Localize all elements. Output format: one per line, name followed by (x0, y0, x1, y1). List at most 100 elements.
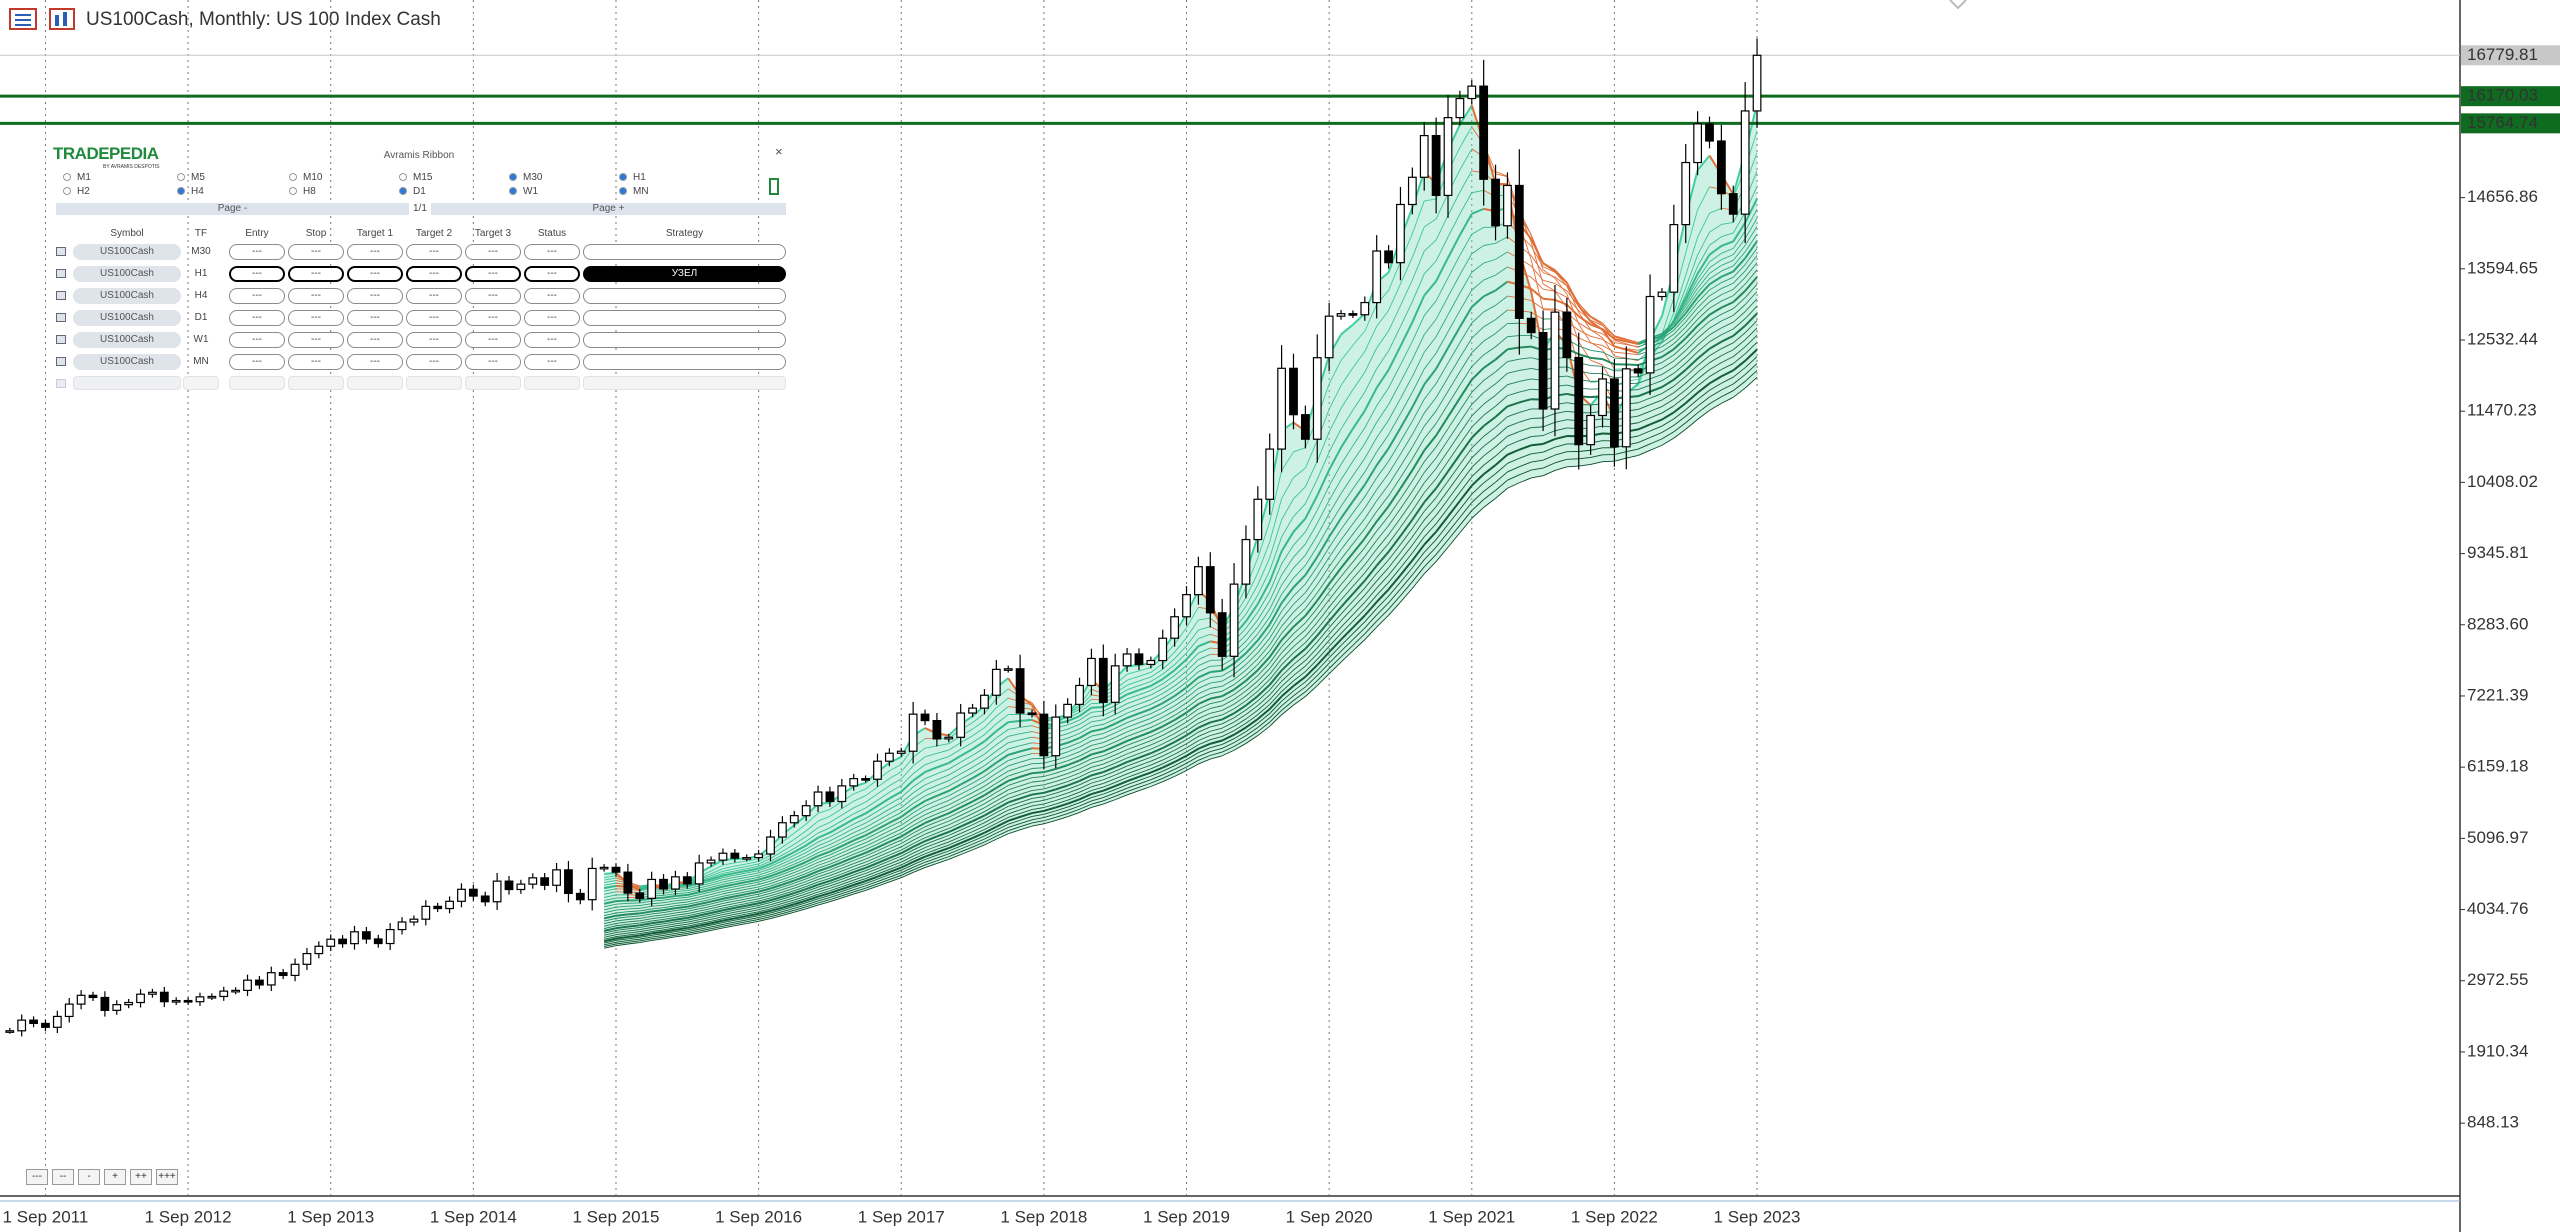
table-cell[interactable]: US100Cash (73, 288, 181, 304)
ribbon-line (1210, 695, 1223, 700)
ribbon-line (1269, 664, 1282, 680)
ribbon-line (687, 914, 700, 919)
ribbon-line (793, 860, 807, 868)
ribbon-line (1079, 758, 1092, 766)
page-next[interactable]: Page + (431, 203, 786, 215)
ribbon-line (853, 812, 867, 821)
radio[interactable] (399, 187, 407, 195)
ribbon-line (1008, 789, 1021, 795)
ribbon-line (1483, 346, 1496, 356)
row-icon[interactable] (56, 357, 66, 366)
ribbon-line (663, 912, 676, 916)
ribbon-line (1411, 200, 1425, 234)
scale-button[interactable]: +++ (156, 1169, 178, 1185)
chart-icon[interactable] (49, 8, 75, 30)
ribbon-line (758, 912, 771, 917)
ribbon-line (1281, 577, 1294, 595)
ribbon-line (1043, 764, 1056, 769)
ribbon-line (996, 798, 1009, 806)
radio[interactable] (619, 187, 627, 195)
ribbon-line (901, 855, 914, 863)
radio[interactable] (289, 187, 297, 195)
radio[interactable] (509, 173, 517, 181)
ribbon-line (1388, 588, 1401, 604)
scale-button[interactable]: -- (52, 1169, 74, 1185)
column-header: Target 2 (415, 228, 453, 239)
radio[interactable] (63, 187, 71, 195)
ribbon-line (1019, 768, 1033, 773)
ribbon-line (1400, 359, 1413, 383)
ribbon-line (960, 742, 973, 750)
row-icon[interactable] (56, 335, 66, 344)
ribbon-line (627, 922, 640, 925)
row-icon[interactable] (56, 269, 66, 278)
candle (159, 991, 169, 1003)
ribbon-line (687, 889, 700, 894)
ribbon-line (853, 861, 866, 867)
ribbon-line (758, 878, 771, 883)
ribbon-line (1744, 376, 1758, 389)
ribbon-line (1602, 338, 1615, 348)
ribbon-line (960, 772, 973, 780)
ribbon-line (1043, 813, 1056, 818)
scale-button[interactable]: + (104, 1169, 126, 1185)
page-prev[interactable]: Page - (56, 203, 409, 215)
candle (849, 778, 859, 787)
ribbon-line (1328, 661, 1342, 674)
ribbon-line (865, 810, 878, 819)
ribbon-line (627, 931, 640, 934)
row-icon[interactable] (56, 247, 66, 256)
table-cell[interactable]: US100Cash (73, 310, 181, 326)
ribbon-line (1079, 797, 1092, 804)
ribbon-line (1471, 414, 1484, 428)
ribbon-line (1400, 434, 1413, 455)
scale-button[interactable]: ++ (130, 1169, 152, 1185)
ribbon-line (615, 916, 628, 919)
table-cell[interactable]: US100Cash (73, 354, 181, 370)
close-button[interactable]: × (775, 144, 783, 159)
radio[interactable] (63, 173, 71, 181)
ribbon-line (1352, 608, 1366, 622)
ribbon-line (996, 789, 1009, 798)
ribbon-line (841, 866, 854, 872)
scale-button[interactable]: --- (26, 1169, 48, 1185)
ribbon-line (1388, 477, 1401, 497)
ribbon-line (841, 882, 854, 888)
radio[interactable] (177, 173, 185, 181)
ribbon-line (1257, 713, 1271, 724)
ribbon-line (1411, 544, 1426, 562)
table-cell[interactable]: US100Cash (73, 332, 181, 348)
ribbon-line (841, 832, 854, 840)
ribbon-line (805, 879, 819, 885)
ribbon-line (1400, 279, 1413, 306)
ribbon-line (984, 707, 997, 721)
ribbon-line (1008, 733, 1021, 737)
ribbon-line (889, 849, 902, 856)
ribbon-line (1673, 356, 1687, 368)
ribbon-line (1388, 382, 1401, 405)
radio[interactable] (509, 187, 517, 195)
row-icon[interactable] (56, 291, 66, 300)
row-icon[interactable] (56, 313, 66, 322)
scale-button[interactable]: - (78, 1169, 100, 1185)
ribbon-line (1376, 615, 1389, 628)
table-cell[interactable]: US100Cash (73, 244, 181, 260)
ribbon-line (1268, 669, 1283, 686)
candle (1110, 665, 1120, 703)
table-cell: --- (524, 266, 580, 282)
radio[interactable] (289, 173, 297, 181)
ribbon-line (1459, 484, 1473, 502)
ribbon-line (1696, 347, 1711, 360)
ribbon-line (1174, 697, 1187, 707)
ribbon-line (1531, 467, 1544, 471)
ribbon-line (699, 918, 712, 923)
radio[interactable] (619, 173, 627, 181)
ribbon-line (1126, 744, 1140, 751)
radio[interactable] (399, 173, 407, 181)
radio[interactable] (177, 187, 185, 195)
ribbon-line (1091, 797, 1104, 802)
ribbon-line (1673, 409, 1687, 420)
ribbon-line (1578, 305, 1591, 318)
table-cell[interactable]: US100Cash (73, 266, 181, 282)
ribbon-line (1626, 348, 1639, 351)
